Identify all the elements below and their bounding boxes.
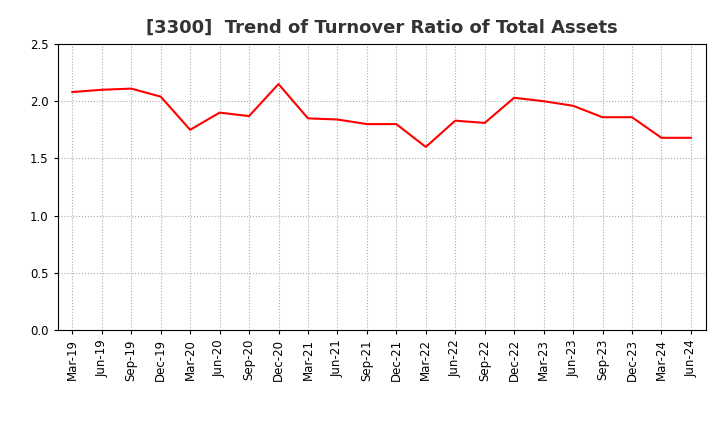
Title: [3300]  Trend of Turnover Ratio of Total Assets: [3300] Trend of Turnover Ratio of Total … xyxy=(145,19,618,37)
